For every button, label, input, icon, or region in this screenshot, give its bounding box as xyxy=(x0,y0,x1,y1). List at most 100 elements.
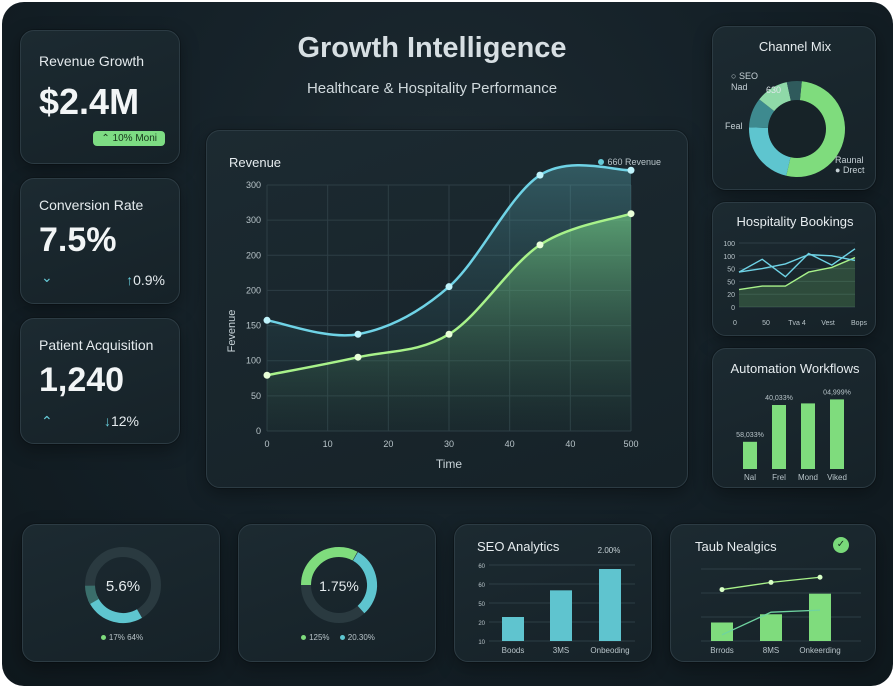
bar[interactable] xyxy=(772,405,786,469)
series-line xyxy=(738,248,856,278)
data-point[interactable] xyxy=(627,166,635,174)
data-point[interactable] xyxy=(445,330,453,338)
data-point[interactable] xyxy=(263,371,271,379)
donut-1-value: 5.6% xyxy=(106,578,140,595)
data-point[interactable] xyxy=(536,171,544,179)
kpi-card-patients[interactable]: Patient Acquisition 1,240 ⌃ ↓12% xyxy=(20,318,180,444)
x-tick-label: 50 xyxy=(762,320,770,327)
page-title: Growth Intelligence xyxy=(297,32,567,64)
seo-top-label: 2.00% xyxy=(598,546,621,555)
kpi-badge: ⌃ 10% Moni xyxy=(93,131,165,146)
bar[interactable] xyxy=(599,569,621,641)
legend-dot-icon xyxy=(301,635,307,640)
y-tick-label: 50 xyxy=(478,602,485,608)
kpi-card-revenue[interactable]: Revenue Growth $2.4M ⌃ 10% Moni xyxy=(20,30,180,164)
x-tick-label: 40 xyxy=(565,439,575,449)
channel-mix-center-label: 630 xyxy=(766,85,781,95)
donut-chart-1: 5.6% xyxy=(85,547,161,623)
chevron-down-icon: ⌄ xyxy=(41,269,53,285)
data-point[interactable] xyxy=(719,587,725,593)
bar[interactable] xyxy=(760,614,782,641)
arrow-down-icon: ↓ xyxy=(103,413,111,429)
kpi-card-conversion[interactable]: Conversion Rate 7.5% ⌄ ↑0.9% xyxy=(20,178,180,304)
data-point[interactable] xyxy=(354,330,362,338)
channel-label-seo: ○ SEO xyxy=(731,71,758,81)
x-tick-label: 10 xyxy=(323,439,333,449)
y-tick-label: 300 xyxy=(246,180,261,190)
bar[interactable] xyxy=(550,590,572,641)
y-tick-label: 50 xyxy=(251,391,261,401)
legend-label: 20.30% xyxy=(347,633,375,642)
kpi-change: ↓12% xyxy=(104,413,139,429)
y-tick-label: 20 xyxy=(478,621,485,627)
data-point[interactable] xyxy=(768,579,774,585)
category-label: Frel xyxy=(772,473,786,482)
kpi-label: Patient Acquisition xyxy=(39,337,154,353)
legend-label: 17% 64% xyxy=(108,633,144,642)
hospitality-chart: 100 100 50 50 20 0 0 50 Tva 4 Vest Bops xyxy=(723,241,867,327)
legend-dot-icon xyxy=(100,635,106,640)
bar[interactable] xyxy=(502,617,524,641)
arrow-up-icon: ↑ xyxy=(126,272,134,288)
revenue-area-green xyxy=(267,213,631,431)
kpi-change: ↑0.9% xyxy=(126,272,165,288)
data-point[interactable] xyxy=(263,316,271,324)
label-text: SEO xyxy=(738,71,758,81)
channel-mix-donut: 630 xyxy=(749,81,845,177)
y-tick-label: 200 xyxy=(246,285,261,295)
series-line xyxy=(738,253,856,273)
bar[interactable] xyxy=(801,403,815,469)
bullet-icon: ○ xyxy=(731,71,739,81)
hospitality-bookings-card[interactable]: Hospitality Bookings 100 100 50 50 20 0 0 50 Tv… xyxy=(712,202,876,336)
seo-title: SEO Analytics xyxy=(477,539,560,554)
legend-label: 125% xyxy=(309,633,330,642)
revenue-chart-card[interactable]: Revenue 660 Revenue 300 300 200 200 150 100 50… xyxy=(206,130,688,488)
data-point[interactable] xyxy=(354,353,362,361)
category-label: Nal xyxy=(744,473,756,482)
y-tick-label: 60 xyxy=(478,583,485,589)
channel-mix-card[interactable]: Channel Mix 630 ○ SEO Nad Feal Raunal ● … xyxy=(712,26,876,190)
x-tick-label: 30 xyxy=(444,439,454,449)
series-line xyxy=(738,256,856,291)
data-point[interactable] xyxy=(536,241,544,249)
legend-label: 660 Revenue xyxy=(607,157,661,167)
revenue-points xyxy=(263,166,635,379)
x-tick-label: 40 xyxy=(505,439,515,449)
legend-dot-icon xyxy=(598,159,605,165)
bar[interactable] xyxy=(711,622,733,641)
bar[interactable] xyxy=(809,593,831,641)
kpi-label: Conversion Rate xyxy=(39,197,144,213)
taub-chart: Brrods 8MS Onkeerding xyxy=(701,568,861,655)
bar[interactable] xyxy=(743,441,757,469)
legend-dot-icon xyxy=(339,635,345,640)
donut-card-1[interactable]: 5.6% 17% 64% xyxy=(22,524,220,662)
seo-chart: 60 60 50 20 10 Boods 3MS Onbeoding 2.00% xyxy=(478,546,635,655)
y-tick-label: 0 xyxy=(256,426,261,436)
data-point[interactable] xyxy=(445,283,453,291)
data-point[interactable] xyxy=(817,574,823,580)
revenue-x-axis-label: Time xyxy=(436,457,463,471)
bar[interactable] xyxy=(830,399,844,469)
kpi-value: $2.4M xyxy=(39,81,140,122)
whatsapp-icon[interactable]: ✓ xyxy=(833,537,849,553)
y-tick-label: 20 xyxy=(727,292,735,299)
category-label: 8MS xyxy=(763,646,779,655)
seo-analytics-card[interactable]: SEO Analytics 60 60 50 20 10 Boods 3MS Onbeodi… xyxy=(454,524,652,662)
category-label: Viked xyxy=(827,473,847,482)
donut-2-green-arc xyxy=(301,547,377,623)
taub-nealgics-card[interactable]: Taub Nealgics ✓ Brrods 8MS Onkeerding xyxy=(670,524,876,662)
y-tick-label: 50 xyxy=(727,279,735,286)
y-tick-label: 100 xyxy=(246,356,261,366)
donut-card-2[interactable]: 1.75% 125% 20.30% xyxy=(238,524,436,662)
arrow-up-icon: ⌃ xyxy=(101,133,110,144)
channel-label-raunal: Raunal xyxy=(835,155,864,165)
channel-mix-title: Channel Mix xyxy=(758,39,832,54)
x-tick-label: Tva 4 xyxy=(788,320,806,327)
category-label: 3MS xyxy=(553,646,569,655)
x-tick-label: 20 xyxy=(383,439,393,449)
data-point[interactable] xyxy=(627,210,635,218)
kpi-label: Revenue Growth xyxy=(39,53,145,69)
donut-1-legend: 17% 64% xyxy=(23,633,221,642)
automation-workflows-card[interactable]: Automation Workflows 58,033% 40,033% 04,99… xyxy=(712,348,876,488)
automation-chart: 58,033% 40,033% 04,999% Nal Frel Mond Viked xyxy=(736,389,851,482)
